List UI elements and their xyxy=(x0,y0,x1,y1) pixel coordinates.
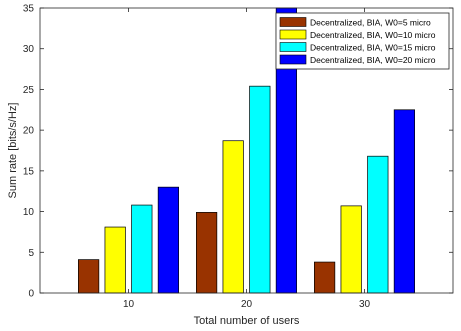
bar-30-series-2 xyxy=(340,205,362,294)
legend-swatch xyxy=(279,29,307,40)
legend-swatch xyxy=(279,42,307,52)
x-tick-label: 20 xyxy=(241,299,253,310)
legend-entry-label: Decentralized, BIA, W0=5 micro xyxy=(310,18,431,28)
bar-10-series-3 xyxy=(131,204,153,294)
y-axis: 0 5 10 15 20 25 30 35 xyxy=(23,4,453,300)
legend-swatch xyxy=(279,54,307,65)
bar-30-series-4 xyxy=(393,109,415,294)
legend: Decentralized, BIA, W0=5 micro Decentrali… xyxy=(275,12,450,70)
legend-swatch xyxy=(279,17,307,27)
legend-entry-label: Decentralized, BIA, W0=20 micro xyxy=(310,55,436,65)
bar-10-series-4 xyxy=(157,186,179,294)
y-tick-label: 15 xyxy=(23,166,35,177)
y-tick-label: 35 xyxy=(23,4,35,15)
bar-20-series-3 xyxy=(249,85,271,294)
bar-10-series-2 xyxy=(104,226,126,294)
x-axis-label: Total number of users xyxy=(194,315,300,327)
x-tick-label: 10 xyxy=(123,299,135,310)
y-tick-label: 30 xyxy=(23,44,35,55)
bars-group xyxy=(77,7,415,294)
y-tick-label: 10 xyxy=(23,207,35,218)
y-tick-label: 20 xyxy=(23,126,35,137)
bar-20-series-2 xyxy=(222,140,244,294)
bar-10-series-1 xyxy=(77,259,100,294)
bar-20-series-1 xyxy=(196,212,218,294)
y-axis-label: Sum rate [bits/s/Hz] xyxy=(7,103,19,199)
x-axis: 10 20 30 xyxy=(123,8,371,310)
y-tick-label: 0 xyxy=(28,289,34,300)
y-tick-label: 5 xyxy=(28,248,34,259)
legend-entry-label: Decentralized, BIA, W0=15 micro xyxy=(310,43,436,53)
x-tick-label: 30 xyxy=(359,299,371,310)
bar-30-series-1 xyxy=(314,261,336,294)
legend-entry-label: Decentralized, BIA, W0=10 micro xyxy=(310,30,436,40)
y-tick-label: 25 xyxy=(23,85,35,96)
bar-30-series-3 xyxy=(367,155,389,294)
